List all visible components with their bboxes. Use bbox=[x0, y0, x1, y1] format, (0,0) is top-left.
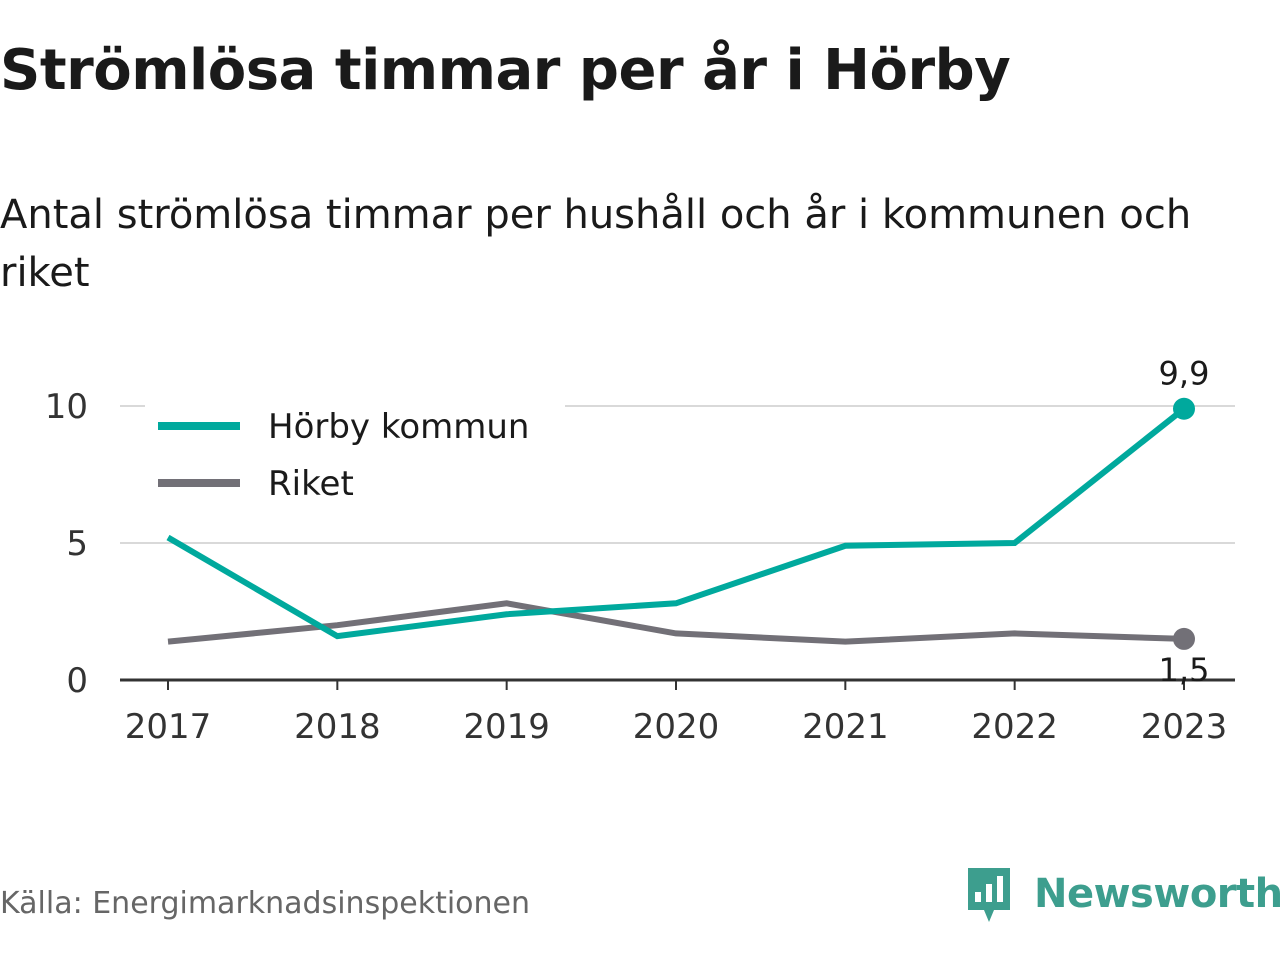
value-labels: 9,9 1,5 bbox=[1159, 355, 1210, 689]
chart-title: Strömlösa timmar per år i Hörby bbox=[0, 38, 1011, 103]
x-tick-label: 2020 bbox=[633, 707, 720, 747]
legend-label: Riket bbox=[268, 464, 354, 504]
x-tick-label: 2019 bbox=[463, 707, 550, 747]
x-tick-label: 2022 bbox=[971, 707, 1058, 747]
y-tick-label: 10 bbox=[45, 387, 88, 427]
series-line-riket bbox=[167, 600, 1185, 645]
x-tick-label: 2017 bbox=[125, 707, 212, 747]
series-lines bbox=[166, 397, 1195, 650]
y-tick-label: 5 bbox=[66, 524, 88, 564]
chart-subtitle: Antal strömlösa timmar per hushåll och å… bbox=[0, 192, 1192, 296]
end-point-riket bbox=[1173, 627, 1195, 650]
y-tick-label: 0 bbox=[66, 661, 88, 701]
brand-name: Newsworthy bbox=[1034, 871, 1280, 917]
x-tick-label: 2023 bbox=[1141, 707, 1228, 747]
legend: Hörby kommun Riket bbox=[145, 398, 565, 518]
x-tick-label: 2018 bbox=[294, 707, 381, 747]
end-point-horby-kommun bbox=[1173, 397, 1195, 420]
end-value-label-horby: 9,9 bbox=[1159, 355, 1210, 393]
end-value-label-riket: 1,5 bbox=[1159, 651, 1210, 689]
source-note: Källa: Energimarknadsinspektionen bbox=[0, 886, 531, 921]
brand: Newsworthy bbox=[964, 864, 1280, 924]
x-tick-label: 2021 bbox=[802, 707, 889, 747]
legend-background bbox=[145, 398, 565, 518]
axes: 0 5 10 2017 2018 2019 2020 2021 2022 2023 bbox=[45, 387, 1235, 747]
newsworthy-logo-icon bbox=[968, 868, 1010, 922]
legend-label: Hörby kommun bbox=[268, 407, 529, 447]
series-line-horby-kommun bbox=[166, 406, 1186, 640]
